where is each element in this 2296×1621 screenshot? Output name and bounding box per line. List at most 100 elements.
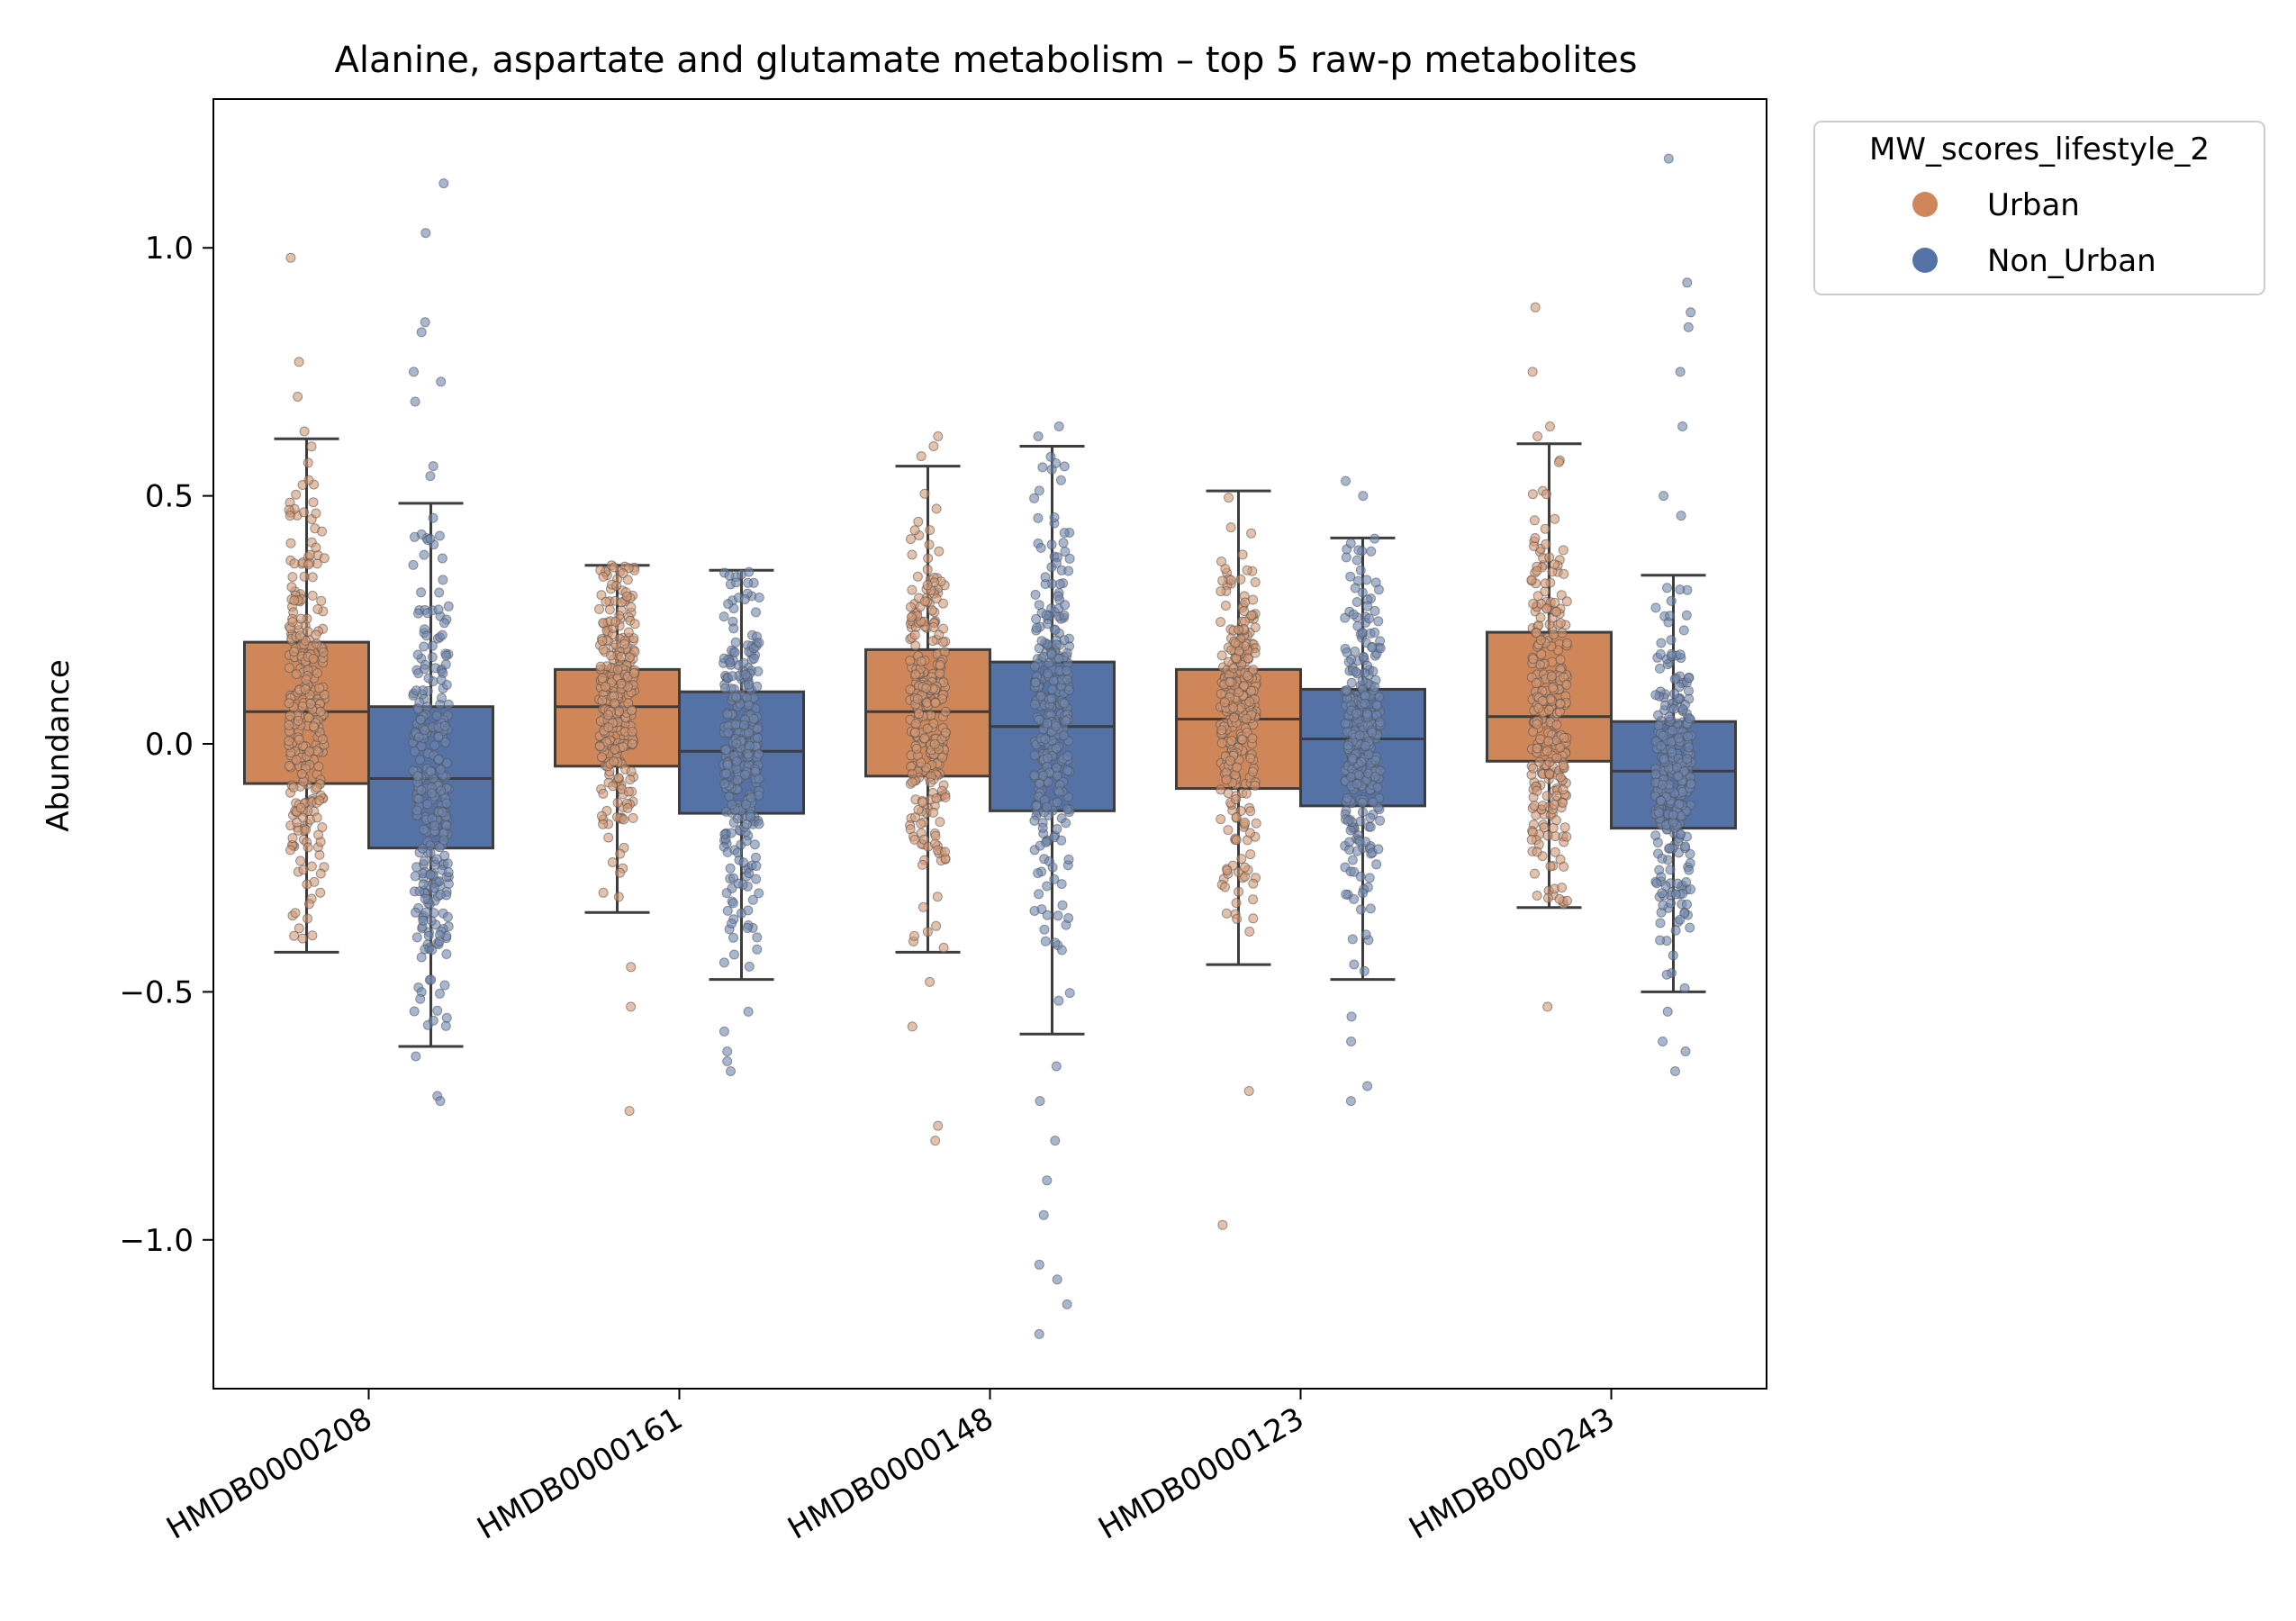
data-point xyxy=(1241,788,1252,799)
data-point xyxy=(612,665,623,675)
data-point xyxy=(303,842,313,853)
data-point xyxy=(314,849,325,860)
y-axis: 1.0 0.5 0.0 −0.5 −1.0 xyxy=(119,231,213,1259)
data-point xyxy=(1655,918,1666,928)
data-point xyxy=(618,568,628,579)
data-point xyxy=(722,709,733,720)
data-point xyxy=(1373,584,1384,595)
data-point xyxy=(1247,766,1258,777)
data-point xyxy=(1051,457,1062,468)
data-point xyxy=(611,581,622,591)
data-point xyxy=(284,663,294,674)
data-point xyxy=(1225,522,1236,533)
data-point xyxy=(1550,847,1560,857)
data-point xyxy=(604,604,615,615)
data-point xyxy=(609,756,619,767)
data-point xyxy=(919,596,930,607)
data-point xyxy=(1035,691,1046,702)
data-point xyxy=(1532,628,1541,638)
data-point xyxy=(1216,725,1227,736)
data-point xyxy=(308,497,319,508)
data-point xyxy=(1657,888,1668,899)
data-point xyxy=(1347,934,1358,945)
data-point xyxy=(916,819,927,829)
data-point xyxy=(1224,493,1234,503)
data-point xyxy=(1549,800,1559,810)
data-point xyxy=(1553,457,1564,467)
data-point xyxy=(752,723,763,734)
data-point xyxy=(1530,533,1541,543)
data-point xyxy=(1234,886,1244,897)
data-point xyxy=(917,859,927,870)
data-point xyxy=(743,1006,754,1017)
data-point xyxy=(1657,780,1668,790)
data-point xyxy=(427,640,438,651)
data-point xyxy=(284,736,294,747)
box-group-0-0 xyxy=(243,252,370,954)
data-point xyxy=(596,590,607,601)
data-point xyxy=(1248,894,1259,905)
data-point xyxy=(1034,485,1044,496)
data-point xyxy=(624,652,635,663)
data-point xyxy=(627,727,637,737)
data-point xyxy=(439,980,450,991)
data-point xyxy=(1234,624,1243,635)
data-point xyxy=(1231,835,1242,846)
data-point xyxy=(931,593,942,604)
data-point xyxy=(1237,734,1248,745)
data-point xyxy=(1653,720,1664,731)
data-point xyxy=(1226,736,1237,746)
data-point xyxy=(1029,906,1040,916)
data-point xyxy=(629,619,640,629)
data-point xyxy=(418,915,429,926)
data-point xyxy=(1668,810,1678,820)
data-point xyxy=(1035,542,1046,553)
data-point xyxy=(906,612,917,622)
data-point xyxy=(416,587,427,598)
data-point xyxy=(728,898,738,909)
data-point xyxy=(905,656,916,666)
data-point xyxy=(1558,545,1568,556)
data-point xyxy=(925,777,936,788)
data-point xyxy=(410,396,420,407)
data-point xyxy=(1673,771,1684,782)
data-point xyxy=(1225,575,1236,585)
data-point xyxy=(728,671,737,682)
data-point xyxy=(289,558,300,569)
data-point xyxy=(420,725,430,736)
data-point xyxy=(746,792,756,802)
data-point xyxy=(1650,690,1661,701)
data-point xyxy=(622,575,633,585)
data-point xyxy=(314,683,325,693)
data-point xyxy=(1033,868,1044,879)
data-point xyxy=(293,392,303,402)
data-point xyxy=(1367,642,1378,653)
data-point xyxy=(1666,595,1677,606)
data-point xyxy=(1532,591,1543,602)
data-point xyxy=(916,451,927,462)
data-point xyxy=(435,1096,446,1107)
y-tick-label: −1.0 xyxy=(119,1223,194,1259)
data-point xyxy=(940,847,950,857)
data-point xyxy=(307,590,318,601)
data-point xyxy=(1656,795,1667,806)
data-point xyxy=(1052,797,1062,808)
data-point xyxy=(1246,685,1257,696)
data-point xyxy=(748,653,759,664)
data-point xyxy=(1029,815,1040,826)
data-point xyxy=(1679,908,1690,919)
data-point xyxy=(410,531,420,542)
data-point xyxy=(422,799,433,810)
data-point xyxy=(1364,873,1375,883)
data-point xyxy=(1041,610,1052,620)
data-point xyxy=(603,710,613,720)
data-point xyxy=(1682,277,1693,288)
data-point xyxy=(723,728,734,738)
data-point xyxy=(731,738,742,749)
data-point xyxy=(1037,462,1048,473)
data-point xyxy=(1559,822,1570,833)
data-point xyxy=(319,553,330,564)
y-tick-label: 0.0 xyxy=(145,727,194,763)
data-point xyxy=(427,788,437,799)
strip-points xyxy=(1526,302,1572,1012)
